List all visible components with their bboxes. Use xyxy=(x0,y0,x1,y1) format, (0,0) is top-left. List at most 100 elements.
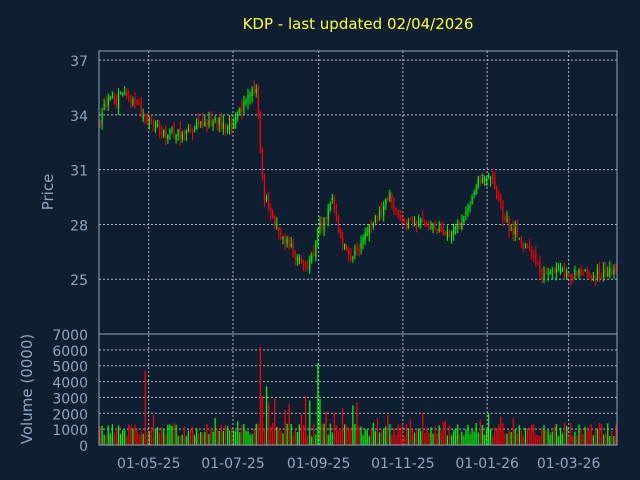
candle-body xyxy=(483,178,486,182)
volume-bar xyxy=(317,362,319,445)
candle-body xyxy=(574,269,576,276)
volume-bar xyxy=(286,423,288,445)
candle-body xyxy=(302,259,305,264)
volume-bar xyxy=(442,421,444,445)
candle-body xyxy=(257,86,259,114)
volume-bar xyxy=(259,346,261,445)
candle-body xyxy=(220,115,222,129)
volume-bar xyxy=(506,433,508,445)
candle-body xyxy=(99,120,101,122)
volume-bar xyxy=(154,429,157,445)
volume-bar xyxy=(514,429,516,445)
candle-body xyxy=(500,197,502,205)
volume-bar xyxy=(113,433,116,445)
date-tick-label: 01-01-26 xyxy=(455,456,519,472)
volume-bar xyxy=(138,434,140,445)
volume-bar xyxy=(185,435,187,445)
volume-bar xyxy=(307,434,309,445)
candle-body xyxy=(290,243,292,247)
candle-body xyxy=(385,198,387,205)
volume-bar xyxy=(389,424,391,445)
volume-bar xyxy=(144,370,146,445)
volume-bar xyxy=(563,423,566,445)
candle-body xyxy=(370,222,372,226)
volume-bar xyxy=(372,422,375,445)
volume-bar xyxy=(126,435,128,445)
candle-body xyxy=(378,211,381,218)
candle-body xyxy=(364,233,366,240)
volume-bar xyxy=(422,413,424,445)
candle-body xyxy=(339,230,342,239)
volume-bar xyxy=(498,424,500,445)
volume-bar xyxy=(220,424,222,445)
volume-bar xyxy=(512,418,514,445)
volume-bar xyxy=(566,425,568,445)
volume-bar xyxy=(461,431,463,445)
volume-bar xyxy=(465,429,467,445)
volume-bar xyxy=(415,430,418,445)
candle-body xyxy=(117,93,120,109)
volume-tick-label: 1000 xyxy=(52,423,88,439)
date-tick-label: 01-05-25 xyxy=(117,456,181,472)
volume-bar xyxy=(169,424,171,445)
volume-bar xyxy=(263,428,266,445)
candle-body xyxy=(553,271,555,273)
volume-bar xyxy=(570,422,572,445)
candle-body xyxy=(280,232,282,239)
candle-body xyxy=(101,112,103,123)
candle-body xyxy=(249,94,251,97)
candle-body xyxy=(399,209,401,219)
candle-body xyxy=(198,120,200,125)
candle-body xyxy=(615,267,617,273)
candle-body xyxy=(152,119,155,128)
volume-tick-label: 4000 xyxy=(52,376,88,392)
candle-body xyxy=(235,117,237,124)
candle-body xyxy=(292,244,294,257)
volume-bar xyxy=(189,429,192,445)
volume-bar xyxy=(150,427,153,445)
volume-tick-label: 3000 xyxy=(52,391,88,407)
candle-body xyxy=(193,131,196,133)
candle-body xyxy=(126,91,128,96)
volume-bar xyxy=(356,402,358,445)
candle-body xyxy=(401,218,403,222)
candle-body xyxy=(148,118,150,122)
volume-bar xyxy=(362,434,364,445)
volume-bar xyxy=(348,428,350,445)
candle-body xyxy=(286,238,288,244)
candle-body xyxy=(448,232,451,238)
volume-bar xyxy=(290,423,292,445)
volume-bar xyxy=(502,423,504,445)
volume-bar xyxy=(261,395,264,445)
candle-body xyxy=(609,268,611,276)
candle-body xyxy=(461,222,463,230)
volume-bar xyxy=(510,431,512,445)
candle-body xyxy=(452,228,455,235)
volume-bar xyxy=(444,421,446,445)
candle-body xyxy=(498,197,500,199)
volume-bar xyxy=(529,427,531,445)
volume-bar xyxy=(251,434,253,445)
volume-bar xyxy=(436,433,438,445)
price-tick-label: 37 xyxy=(70,54,88,70)
candle-body xyxy=(169,128,171,134)
candle-body xyxy=(156,125,159,127)
candle-body xyxy=(413,222,416,225)
candle-body xyxy=(200,122,202,124)
volume-bar xyxy=(241,425,243,445)
candle-body xyxy=(263,176,266,202)
candle-body xyxy=(187,127,190,131)
candle-body xyxy=(533,255,535,257)
volume-bar xyxy=(237,421,239,445)
volume-bar xyxy=(202,432,204,445)
volume-tick-label: 0 xyxy=(79,439,88,455)
candle-body xyxy=(241,105,243,113)
volume-bar xyxy=(364,429,366,445)
candle-body xyxy=(455,226,457,230)
volume-bar xyxy=(434,426,436,445)
candle-body xyxy=(206,123,208,125)
volume-tick-label: 2000 xyxy=(52,407,88,423)
date-tick-label: 01-03-26 xyxy=(537,456,601,472)
candle-body xyxy=(467,208,469,212)
